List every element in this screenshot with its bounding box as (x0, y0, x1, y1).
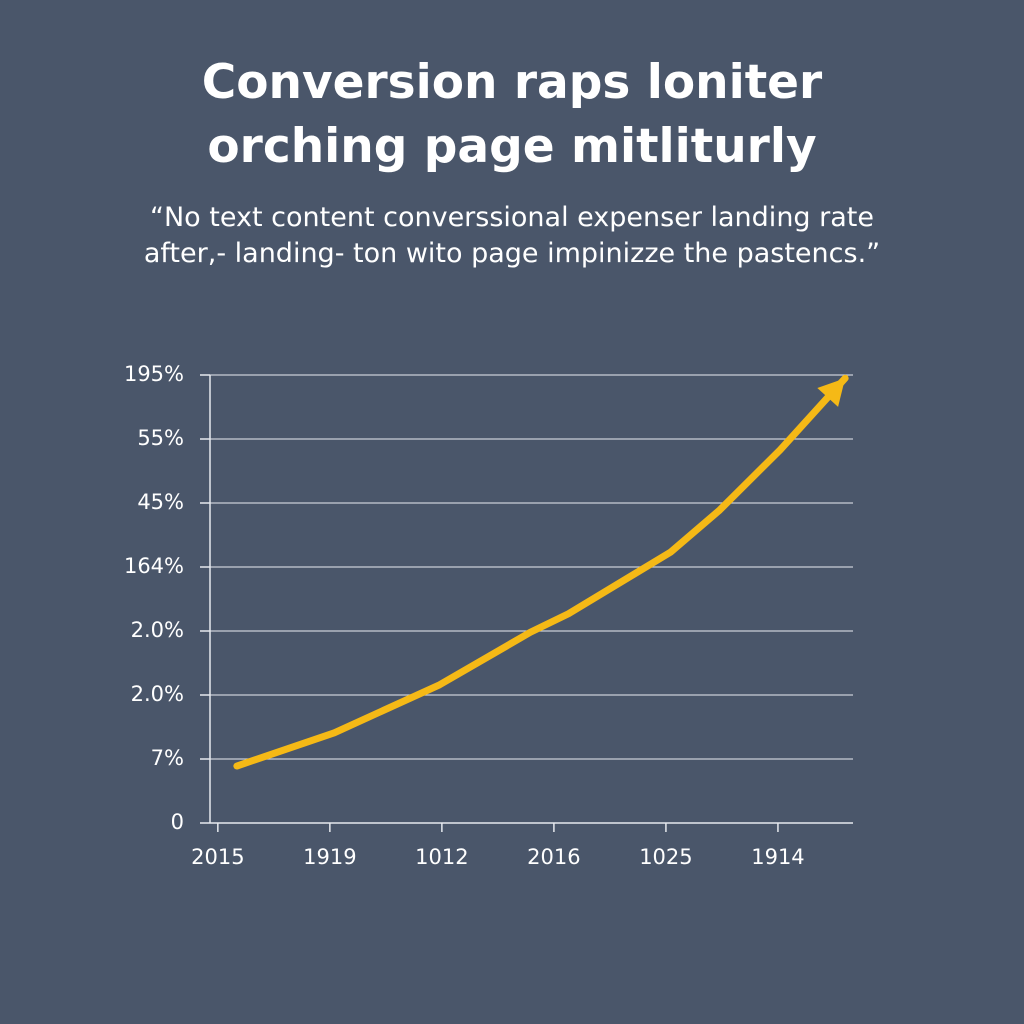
y-tick-label: 2.0% (131, 682, 184, 706)
y-tick-label: 0 (171, 810, 184, 834)
chart-subtitle: “No text content converssional expenser … (150, 202, 874, 233)
x-tick-label: 1914 (751, 845, 804, 869)
x-tick-label: 1919 (303, 845, 356, 869)
x-tick-label: 1012 (415, 845, 468, 869)
chart-title: Conversion raps loniter (202, 55, 823, 110)
x-tick-label: 2015 (191, 845, 244, 869)
arrow-head (817, 378, 846, 407)
chart-title: orching page mitliturly (207, 119, 816, 174)
y-tick-label: 164% (124, 554, 184, 578)
y-tick-label: 7% (151, 746, 184, 770)
y-tick-label: 45% (137, 490, 184, 514)
chart-subtitle: after,- landing- ton wito page impinizze… (144, 238, 880, 269)
y-tick-label: 195% (124, 362, 184, 386)
x-tick-label: 1025 (639, 845, 692, 869)
line (233, 374, 849, 770)
y-tick-label: 55% (137, 426, 184, 450)
y-tick-label: 2.0% (131, 618, 184, 642)
x-tick-label: 2016 (527, 845, 580, 869)
